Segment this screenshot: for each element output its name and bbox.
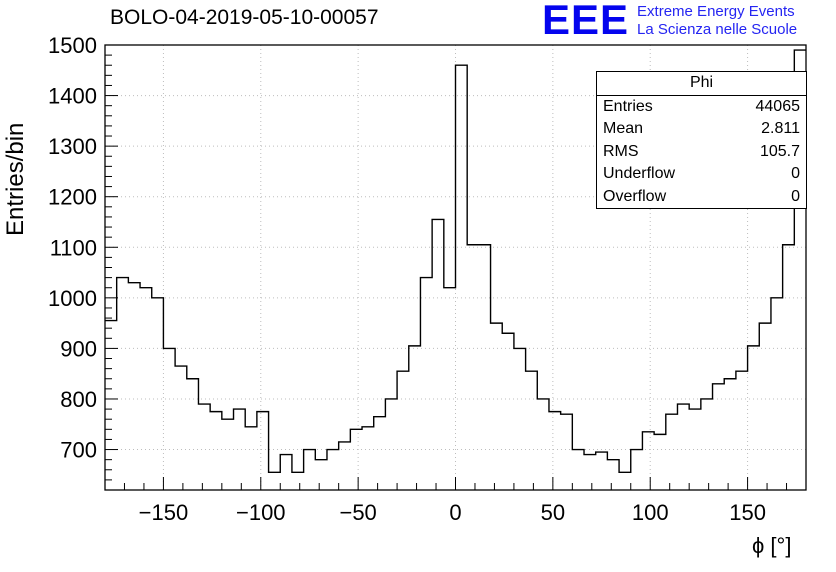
x-tick-label: 0 [449,500,461,525]
stats-box-title: Phi [597,72,806,96]
y-axis-title: Entries/bin [2,122,29,236]
y-tick-label: 1200 [48,185,97,210]
y-tick-label: 800 [60,387,97,412]
eee-logo-letters: EEE [542,0,630,43]
stats-row-label: Overflow [603,187,667,205]
plot-title: BOLO-04-2019-05-10-00057 [110,6,379,29]
stats-row: Overflow 0 [597,186,806,208]
x-tick-label: −50 [339,500,376,525]
eee-logo-line2: La Scienza nelle Scuole [637,21,798,38]
stats-row-value: 2.811 [761,120,800,138]
stats-row: Mean 2.811 [597,118,806,140]
histogram-step-line [105,49,806,473]
stats-row-value: 44065 [755,98,801,115]
stats-row-value: 0 [791,165,800,183]
stats-row-label: Entries [603,98,653,115]
eee-logo-line1: Extreme Energy Events [637,3,795,20]
y-tick-label: 1400 [48,84,97,109]
stats-row-value: 0 [791,187,800,205]
stats-box: Phi Entries 44065 Mean 2.811 RMS 105.7 Underfl… [596,71,807,210]
stats-row-label: RMS [603,142,639,160]
x-tick-label: −150 [139,500,189,525]
stats-row-value: 105.7 [759,142,800,160]
eee-logo-text: Extreme Energy Events La Scienza nelle S… [637,3,797,39]
y-tick-label: 1300 [48,134,97,159]
y-tick-label: 900 [60,336,97,361]
y-tick-label: 1100 [50,235,97,260]
stats-row: RMS 105.7 [597,141,806,163]
y-tick-label: 1000 [48,286,97,311]
x-tick-label: 100 [632,500,669,525]
x-tick-label: 150 [729,500,766,525]
y-tick-label: 700 [60,438,97,463]
stats-row: Underflow 0 [597,163,806,185]
stats-box-rows: Entries 44065 Mean 2.811 RMS 105.7 Underflow 0 O… [597,96,806,208]
plot-frame [104,44,807,491]
stats-row: Entries 44065 [597,96,806,118]
eee-logo: EEE Extreme Energy Events La Scienza nel… [542,0,797,43]
x-axis-title: ϕ [°] [752,533,792,558]
y-tick-label: 1500 [48,33,97,58]
stats-row-label: Mean [603,120,644,138]
x-tick-label: −100 [236,500,286,525]
x-tick-label: 50 [541,500,565,525]
stats-row-label: Underflow [603,165,676,183]
